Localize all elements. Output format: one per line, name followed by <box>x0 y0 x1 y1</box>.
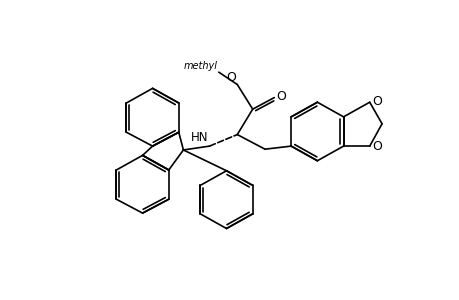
Text: O: O <box>371 140 381 153</box>
Text: O: O <box>226 71 236 84</box>
Text: O: O <box>371 95 381 108</box>
Text: methyl: methyl <box>183 61 217 70</box>
Text: HN: HN <box>190 131 207 144</box>
Text: O: O <box>276 90 286 103</box>
